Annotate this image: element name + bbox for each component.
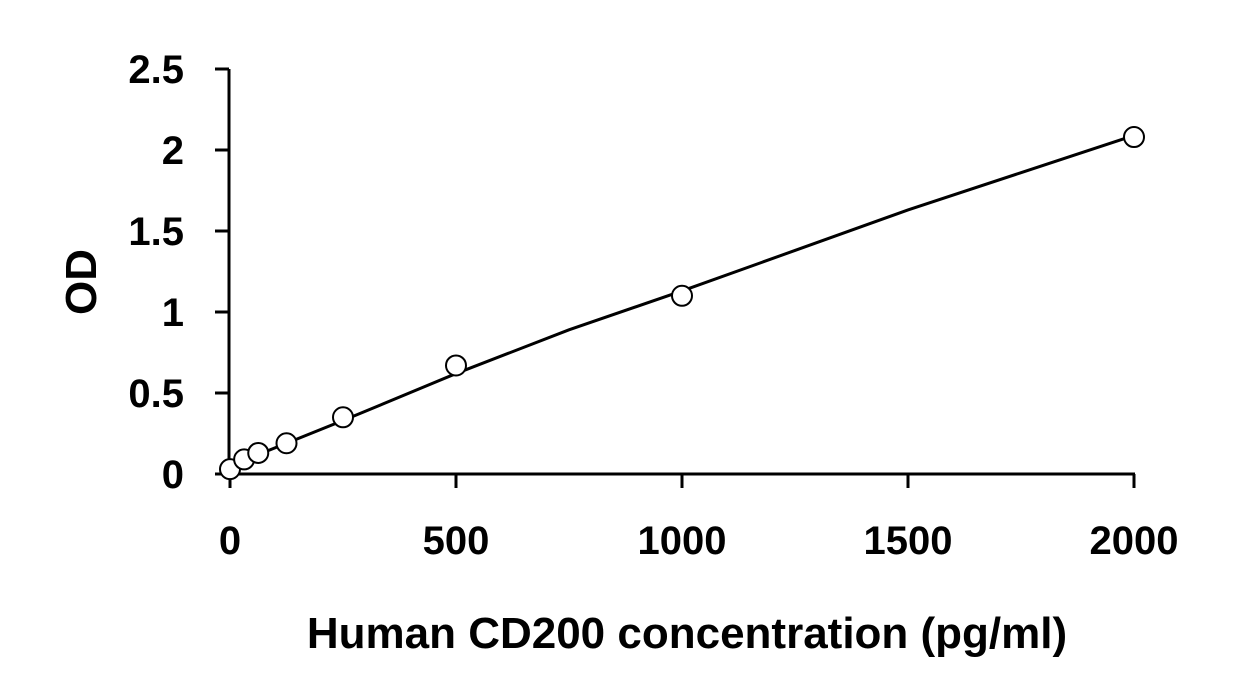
y-tick-label: 0 [162,453,184,497]
x-axis-title: Human CD200 concentration (pg/ml) [307,609,1067,658]
fit-line-group [229,133,1135,468]
y-tick-label: 1 [162,291,184,335]
data-point [275,432,298,455]
data-point [247,441,270,464]
y-tick-label: 0.5 [128,372,184,416]
y-axis-title: OD [57,249,106,315]
x-tick-label: 1500 [864,519,953,563]
y-tick-label: 2 [162,129,184,173]
fit-line [229,133,1135,468]
axes [227,69,1135,476]
ticks: 0 0.5 1 1.5 2 2.5 0 500 1000 1500 2000 [128,48,1178,563]
data-point [445,354,467,377]
data-point [671,284,693,307]
x-tick-label: 500 [423,519,490,563]
y-tick-label: 1.5 [128,210,184,254]
data-point [332,406,354,429]
y-tick-label: 2.5 [128,48,184,92]
x-tick-label: 1000 [638,519,727,563]
data-points [219,126,1145,481]
x-tick-label: 2000 [1090,519,1179,563]
x-tick-label: 0 [219,519,241,563]
data-point [1123,126,1145,149]
